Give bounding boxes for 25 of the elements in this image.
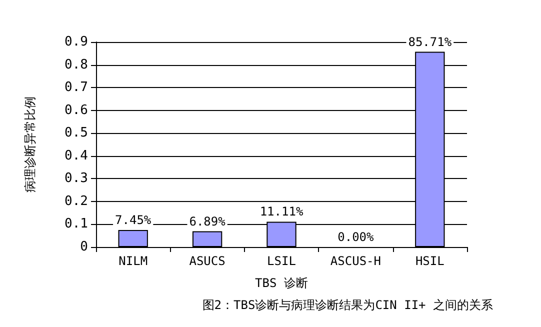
data-label: 6.89% [189, 214, 226, 228]
y-tick-label: 0.2 [64, 194, 88, 209]
y-axis-title: 病理诊断异常比例 [23, 96, 37, 192]
x-tick-label: LSIL [267, 254, 296, 268]
x-tick-label: ASUCS [189, 254, 226, 268]
data-label: 0.00% [338, 230, 375, 244]
bar [118, 230, 148, 247]
y-tick-label: 0.5 [64, 126, 88, 141]
y-tick-label: 0.4 [64, 148, 88, 164]
data-label: 11.11% [260, 204, 304, 219]
y-tick-label: 0.8 [64, 57, 88, 72]
x-tick-label: ASCUS-H [330, 254, 381, 268]
y-tick-label: 0.7 [64, 80, 88, 96]
x-tick-label: HSIL [415, 254, 444, 268]
y-tick-label: 0.3 [64, 171, 88, 186]
y-tick-label: 0 [80, 240, 88, 254]
x-tick-label: NILM [118, 254, 148, 268]
caption: 图2：TBS诊断与病理诊断结果为CIN II+ 之间的关系 [202, 298, 494, 312]
bar [192, 231, 222, 247]
y-tick-label: 0.6 [64, 102, 88, 118]
data-label: 7.45% [115, 213, 152, 228]
x-axis-title: TBS 诊断 [255, 276, 308, 290]
y-tick-label: 0.1 [64, 216, 88, 232]
y-tick-label: 0.9 [64, 34, 88, 50]
data-label: 85.71% [408, 34, 452, 49]
